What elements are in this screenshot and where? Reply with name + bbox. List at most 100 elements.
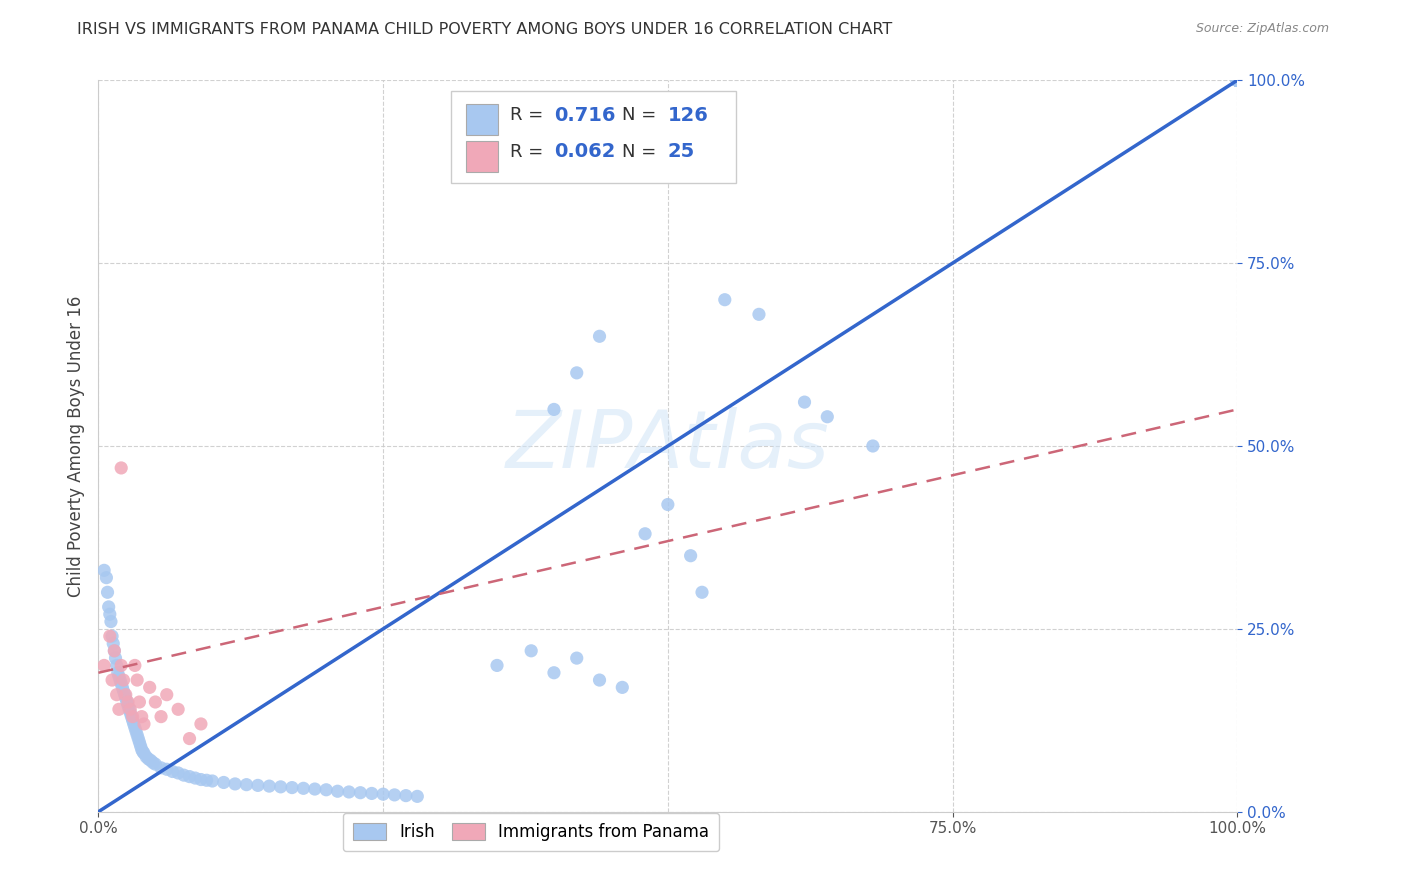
FancyBboxPatch shape <box>467 141 498 171</box>
Point <box>111 681 134 695</box>
Point <box>129 739 152 753</box>
Point <box>110 461 132 475</box>
Point <box>124 658 146 673</box>
Point <box>259 779 281 793</box>
Point <box>406 789 429 804</box>
Point <box>371 787 394 801</box>
Text: 0.716: 0.716 <box>554 106 616 125</box>
Point <box>179 731 201 746</box>
Point <box>212 775 235 789</box>
Point <box>304 782 326 797</box>
Point <box>1226 73 1249 87</box>
Point <box>167 766 190 780</box>
Point <box>114 688 136 702</box>
Point <box>150 761 173 775</box>
Point <box>1226 73 1249 87</box>
Point <box>132 745 155 759</box>
Point <box>108 702 131 716</box>
Point <box>634 526 657 541</box>
Point <box>98 607 121 622</box>
Point <box>224 777 246 791</box>
Point <box>122 717 145 731</box>
Point <box>145 757 167 772</box>
Point <box>127 673 149 687</box>
Point <box>395 789 418 803</box>
Point <box>112 684 135 698</box>
Point <box>100 615 122 629</box>
Point <box>1226 73 1249 87</box>
Point <box>315 782 337 797</box>
Point <box>1226 73 1249 87</box>
Point <box>246 778 269 792</box>
Point <box>96 585 118 599</box>
Point <box>1226 73 1249 87</box>
Point <box>110 676 132 690</box>
Point <box>114 691 136 706</box>
Point <box>1226 73 1249 87</box>
FancyBboxPatch shape <box>451 91 737 183</box>
Point <box>105 658 128 673</box>
Point <box>1226 73 1249 87</box>
Point <box>1226 73 1249 87</box>
Point <box>156 688 179 702</box>
Point <box>281 780 304 795</box>
Point <box>103 644 125 658</box>
Point <box>98 629 121 643</box>
Point <box>117 698 139 713</box>
Point <box>1226 73 1249 87</box>
Point <box>1226 73 1249 87</box>
Point <box>1226 73 1249 87</box>
Point <box>190 772 212 787</box>
Point <box>107 665 129 680</box>
Point <box>1226 73 1249 87</box>
Point <box>235 778 257 792</box>
Point <box>115 695 138 709</box>
Point <box>190 717 212 731</box>
Point <box>120 706 142 720</box>
Point <box>138 681 160 695</box>
Point <box>1226 73 1249 87</box>
Point <box>101 673 124 687</box>
Point <box>131 742 153 756</box>
Text: R =: R = <box>509 106 548 124</box>
Point <box>156 762 179 776</box>
Point <box>1226 73 1249 87</box>
Point <box>543 665 565 680</box>
Point <box>1226 73 1249 87</box>
Point <box>120 709 142 723</box>
Point <box>360 787 382 801</box>
Y-axis label: Child Poverty Among Boys Under 16: Child Poverty Among Boys Under 16 <box>66 295 84 597</box>
Point <box>679 549 702 563</box>
Point <box>114 688 136 702</box>
Point <box>1226 73 1249 87</box>
Point <box>1226 73 1249 87</box>
Point <box>117 695 139 709</box>
Text: IRISH VS IMMIGRANTS FROM PANAMA CHILD POVERTY AMONG BOYS UNDER 16 CORRELATION CH: IRISH VS IMMIGRANTS FROM PANAMA CHILD PO… <box>77 22 893 37</box>
Point <box>520 644 543 658</box>
Point <box>103 644 125 658</box>
Text: 25: 25 <box>668 143 695 161</box>
Point <box>565 651 588 665</box>
Point <box>1226 73 1249 87</box>
Point <box>128 695 150 709</box>
Point <box>690 585 713 599</box>
Text: Source: ZipAtlas.com: Source: ZipAtlas.com <box>1195 22 1329 36</box>
Point <box>543 402 565 417</box>
Point <box>127 731 149 746</box>
Point <box>1226 73 1249 87</box>
Point <box>125 724 148 739</box>
Point <box>292 781 315 796</box>
Point <box>349 786 371 800</box>
Point <box>139 754 162 768</box>
Point <box>1226 73 1249 87</box>
Text: 126: 126 <box>668 106 709 125</box>
Point <box>337 785 360 799</box>
Point <box>1226 73 1249 87</box>
Point <box>167 702 190 716</box>
Point <box>108 673 131 687</box>
Point <box>162 764 184 779</box>
Point <box>108 669 131 683</box>
Point <box>145 695 167 709</box>
Point <box>748 307 770 321</box>
Point <box>1226 73 1249 87</box>
